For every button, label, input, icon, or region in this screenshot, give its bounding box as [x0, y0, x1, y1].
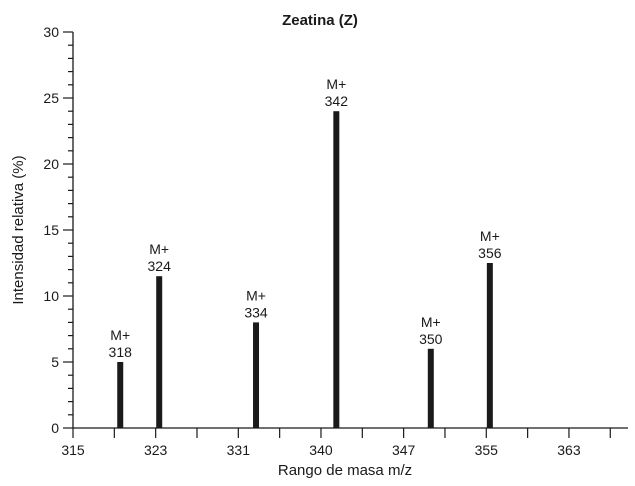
peak-label-ion: M+ — [110, 327, 130, 343]
spectrum-bar — [253, 322, 260, 428]
peak-label-ion: M+ — [149, 241, 169, 257]
peak-label-ion: M+ — [246, 287, 266, 303]
peak-label-ion: M+ — [480, 228, 500, 244]
chart-title: Zeatina (Z) — [282, 12, 358, 29]
peak-label-ion: M+ — [326, 76, 346, 92]
spectrum-bar — [156, 276, 163, 428]
peak-label-mass: 342 — [325, 93, 349, 109]
y-tick-label: 25 — [43, 90, 59, 106]
x-axis-ticks: 315 323 331 340 347 355 363 — [61, 428, 611, 458]
spectrum-bar — [427, 348, 434, 428]
x-tick-label: 323 — [144, 442, 168, 458]
peak-label-mass: 334 — [244, 304, 268, 320]
x-tick-label: 331 — [227, 442, 251, 458]
spectrum-bars — [117, 111, 493, 428]
y-axis-ticks: 0 5 10 15 20 25 30 — [43, 24, 73, 436]
peak-label-ion: M+ — [421, 314, 441, 330]
x-tick-label: 347 — [392, 442, 416, 458]
x-tick-label: 355 — [475, 442, 499, 458]
peak-label-mass: 318 — [109, 344, 133, 360]
spectrum-bar — [333, 111, 340, 428]
y-tick-label: 0 — [51, 420, 59, 436]
y-tick-label: 5 — [51, 354, 59, 370]
peak-label-mass: 350 — [419, 331, 443, 347]
y-tick-label: 30 — [43, 24, 59, 40]
x-axis-label: Rango de masa m/z — [278, 462, 412, 479]
spectrum-bar — [486, 263, 493, 428]
y-axis-label: Intensidad relativa (%) — [10, 155, 27, 304]
x-tick-label: 340 — [309, 442, 333, 458]
peak-label-mass: 356 — [478, 245, 502, 261]
peak-label-mass: 324 — [148, 258, 172, 274]
y-tick-label: 20 — [43, 156, 59, 172]
x-tick-label: 315 — [61, 442, 85, 458]
y-tick-label: 10 — [43, 288, 59, 304]
y-tick-label: 15 — [43, 222, 59, 238]
x-tick-label: 363 — [557, 442, 581, 458]
spectrum-bar — [117, 362, 124, 428]
